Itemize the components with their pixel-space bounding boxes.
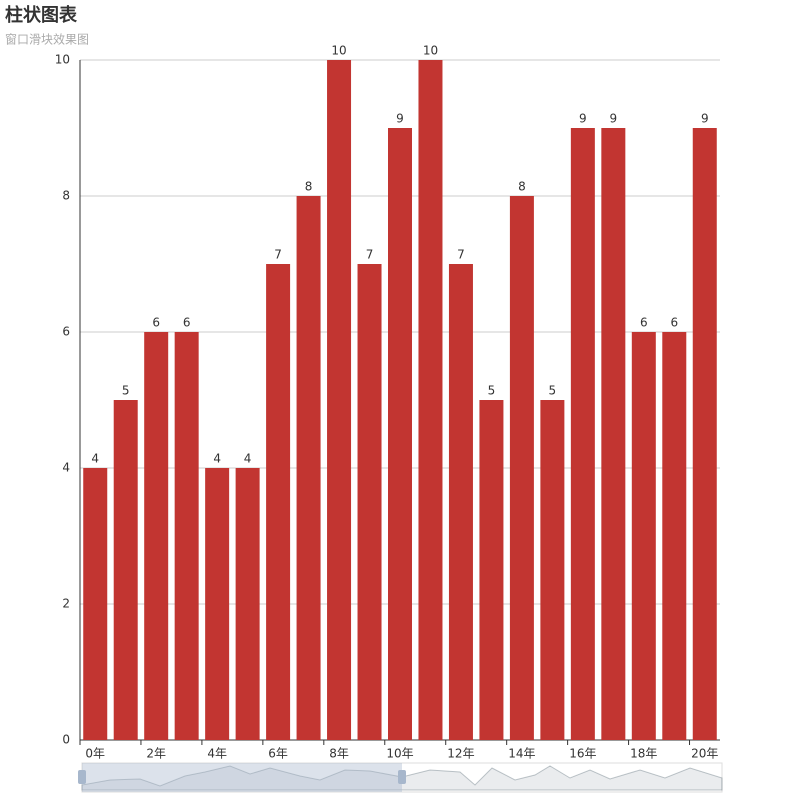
bar [174, 332, 199, 740]
y-tick-label: 0 [62, 733, 70, 747]
x-tick-label: 14年 [508, 747, 535, 761]
bar [540, 400, 565, 740]
bar [631, 332, 656, 740]
value-label: 10 [423, 44, 438, 58]
value-label: 9 [610, 112, 618, 126]
bar [266, 264, 291, 740]
plot: 0 2 4 6 8 10 0年 4 5 2年 6 6 4年 4 4 6年 7 8 8年 10 7 10年 9 10 12年 7 5 1… [55, 44, 720, 761]
bar [479, 400, 504, 740]
bar [113, 400, 138, 740]
x-tick-label: 12年 [447, 747, 474, 761]
bar [357, 264, 382, 740]
x-tick-label: 6年 [268, 747, 288, 761]
slider-handle[interactable] [78, 770, 86, 784]
value-label: 5 [549, 384, 557, 398]
x-tick-label: 18年 [630, 747, 657, 761]
x-tick-label: 8年 [329, 747, 349, 761]
slider-handle[interactable] [398, 770, 406, 784]
value-label: 8 [305, 180, 313, 194]
value-label: 8 [518, 180, 526, 194]
zoom-slider[interactable] [78, 762, 723, 793]
value-label: 9 [396, 112, 404, 126]
value-label: 4 [91, 452, 99, 466]
bar [570, 128, 595, 740]
slider-selection[interactable] [82, 763, 402, 792]
value-label: 9 [579, 112, 587, 126]
chart-subtitle: 窗口滑块效果图 [5, 32, 89, 47]
bar [327, 60, 352, 740]
value-label: 5 [122, 384, 130, 398]
y-tick-label: 8 [62, 189, 70, 203]
value-label: 6 [152, 316, 160, 330]
value-label: 9 [701, 112, 709, 126]
y-tick-label: 6 [62, 325, 70, 339]
chart-title: 柱状图表 [5, 4, 78, 26]
bar [448, 264, 473, 740]
bar [83, 468, 108, 740]
value-label: 5 [488, 384, 496, 398]
value-label: 4 [213, 452, 221, 466]
value-label: 7 [457, 248, 465, 262]
bar [235, 468, 260, 740]
x-tick-label: 20年 [691, 747, 718, 761]
x-tick-label: 10年 [386, 747, 413, 761]
value-label: 4 [244, 452, 252, 466]
y-tick-label: 10 [55, 53, 70, 67]
value-label: 6 [183, 316, 191, 330]
y-tick-label: 4 [62, 461, 70, 475]
value-label: 7 [366, 248, 374, 262]
bar [388, 128, 412, 740]
value-label: 6 [640, 316, 648, 330]
bar [144, 332, 169, 740]
bar [418, 60, 443, 740]
value-label: 7 [274, 248, 282, 262]
bar [205, 468, 230, 740]
value-label: 6 [670, 316, 678, 330]
y-tick-label: 2 [62, 597, 70, 611]
x-tick-label: 2年 [146, 747, 166, 761]
bar [601, 128, 626, 740]
bar [692, 128, 717, 740]
value-label: 10 [331, 44, 346, 58]
x-tick-label: 16年 [569, 747, 596, 761]
bar [662, 332, 687, 740]
x-tick-label: 4年 [207, 747, 227, 761]
x-tick-label: 0年 [85, 747, 105, 761]
bar [509, 196, 534, 740]
bar [296, 196, 321, 740]
